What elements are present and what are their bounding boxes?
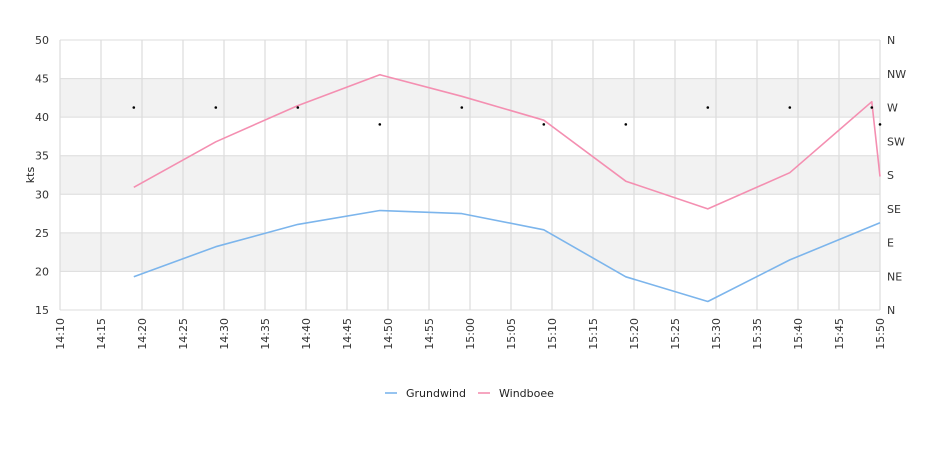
x-tick-label: 14:10 [54,318,67,350]
series-line-grundwind [133,209,881,303]
y-tick-label: 45 [35,73,49,86]
x-tick-label: 14:50 [382,318,395,350]
x-tick-label: 15:40 [792,318,805,350]
direction-tick-label: W [887,102,898,115]
x-tick-label: 15:10 [546,318,559,350]
legend-label: Grundwind [406,387,466,400]
legend[interactable]: Grundwind Windboee [385,387,554,400]
direction-tick-label: N [887,304,895,317]
y-tick-label: 20 [35,265,49,278]
direction-point [788,106,792,109]
x-tick-label: 14:40 [300,318,313,350]
x-tick-label: 14:35 [259,318,272,350]
x-tick-label: 15:15 [587,318,600,350]
direction-tick-label: N [887,34,895,47]
direction-point [296,106,300,109]
direction-point [214,106,218,109]
x-tick-label: 14:45 [341,318,354,350]
horizontal-gridlines [60,39,880,311]
x-tick-label: 15:05 [505,318,518,350]
y-tick-label: 40 [35,111,49,124]
x-tick-label: 15:20 [628,318,641,350]
direction-point [460,106,464,109]
x-tick-label: 14:20 [136,318,149,350]
x-tick-label: 14:25 [177,318,190,350]
series-line-windboee [133,73,881,210]
y-tick-label: 25 [35,227,49,240]
legend-label: Windboee [499,387,554,400]
direction-tick-label: SW [887,135,905,148]
direction-point [878,123,882,126]
direction-tick-label: NE [887,270,902,283]
direction-point [624,123,628,126]
direction-tick-label: SE [887,203,901,216]
direction-point [132,106,136,109]
x-tick-label: 14:30 [218,318,231,350]
direction-point [542,123,546,126]
x-tick-label: 15:25 [669,318,682,350]
y-axis-ticks: 15 20 25 30 35 40 45 50 [35,34,49,317]
direction-axis-ticks: N NE E SE S SW W NW N [887,34,906,317]
x-tick-label: 15:50 [874,318,887,350]
x-tick-label: 15:00 [464,318,477,350]
x-tick-label: 14:55 [423,318,436,350]
y-tick-label: 30 [35,188,49,201]
direction-tick-label: E [887,237,894,250]
y-axis-title: kts [24,167,37,184]
direction-tick-label: S [887,169,894,182]
x-tick-label: 15:30 [710,318,723,350]
direction-point [378,123,382,126]
direction-point [706,106,710,109]
y-tick-label: 35 [35,150,49,163]
y-tick-label: 50 [35,34,49,47]
direction-tick-label: NW [887,68,906,81]
x-tick-label: 14:15 [95,318,108,350]
series-group [132,73,882,303]
vertical-gridlines [59,40,881,310]
direction-point [870,106,874,109]
x-axis-ticks: 14:10 14:15 14:20 14:25 14:30 14:35 14:40 14:45… [54,318,887,350]
x-tick-label: 15:35 [751,318,764,350]
y-tick-label: 15 [35,304,49,317]
x-tick-label: 15:45 [833,318,846,350]
